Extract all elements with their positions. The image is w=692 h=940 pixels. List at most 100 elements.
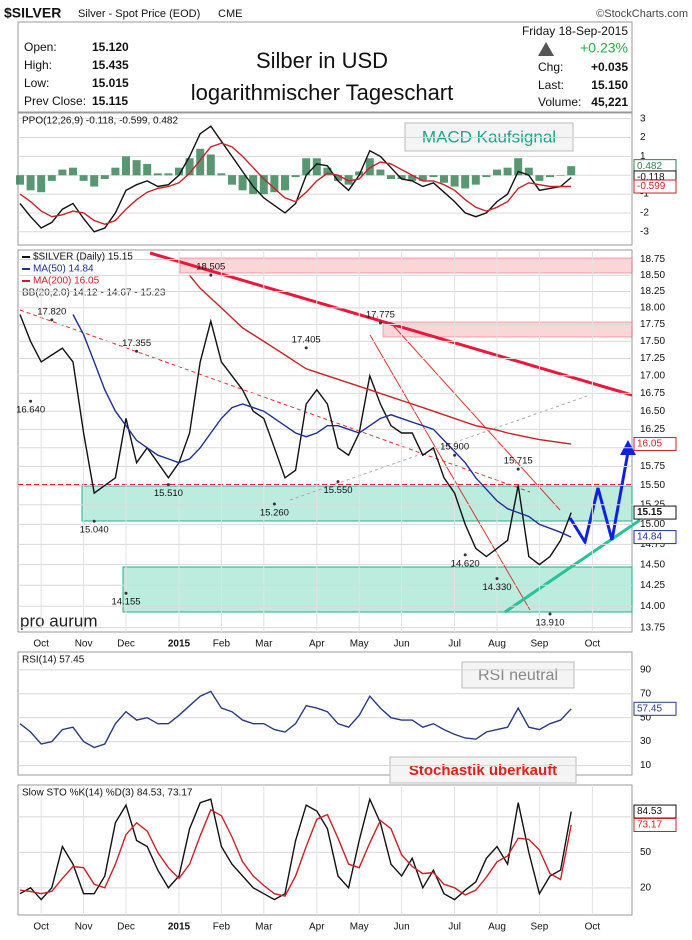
- extreme-point: [29, 399, 33, 403]
- histogram-bar: [16, 175, 24, 185]
- prev-label: Prev Close:: [24, 94, 86, 108]
- header-box: [17, 21, 633, 113]
- series-line: [72, 314, 572, 538]
- date: Friday 18-Sep-2015: [522, 24, 628, 38]
- chg-label: Chg:: [538, 60, 563, 74]
- y-tick-label: 30: [640, 736, 652, 747]
- extreme-label: 14.155: [111, 597, 140, 608]
- y-tick-label: 14.50: [640, 559, 665, 570]
- y-tick-label: 18.00: [640, 303, 665, 314]
- x-tick-label: Nov: [75, 639, 93, 650]
- chg: +0.035: [591, 60, 628, 74]
- x-tick-label: 2015: [168, 639, 191, 650]
- histogram-bar: [90, 175, 99, 187]
- title-line: logarithmischer Tageschart: [191, 80, 454, 105]
- y-tick-label: -3: [640, 226, 649, 237]
- histogram-bar: [556, 175, 565, 176]
- histogram-bar: [450, 175, 459, 187]
- histogram-bar: [281, 175, 289, 191]
- panel-label: RSI(14) 57.45: [22, 655, 85, 666]
- y-tick-label: 14.00: [640, 601, 665, 612]
- x-tick-label: Oct: [33, 639, 49, 650]
- histogram-bar: [546, 175, 554, 178]
- x-tick-label: Jun: [394, 922, 410, 933]
- x-tick-label: Aug: [488, 922, 506, 933]
- x-tick-label: Dec: [117, 639, 135, 650]
- x-tick-label: Apr: [309, 922, 325, 933]
- extreme-point: [453, 453, 457, 457]
- y-tick-label: 10: [640, 760, 652, 771]
- y-tick-label: 17.50: [640, 336, 665, 347]
- histogram-bar: [37, 175, 46, 193]
- last-value-label: 84.53: [637, 806, 662, 817]
- last-value-label: 16.05: [637, 439, 662, 450]
- title-line: Silber in USD: [256, 48, 388, 73]
- bb-label: BB(20,2.0) 14.12 - 14.67 - 15.23: [22, 288, 166, 299]
- histogram-bar: [567, 166, 576, 176]
- volume-label: Volume:: [538, 95, 581, 109]
- histogram-bar: [355, 171, 364, 176]
- extreme-label: 15.900: [440, 442, 469, 453]
- low: 15.015: [92, 76, 129, 90]
- extreme-point: [495, 577, 499, 581]
- y-tick-label: 3: [640, 113, 646, 124]
- histogram-bar: [535, 175, 544, 181]
- support-zone: [81, 485, 633, 522]
- series-line: [19, 314, 572, 566]
- extreme-label: 17.820: [37, 306, 66, 317]
- forecast-path: [568, 451, 630, 546]
- y-tick-label: 17.25: [640, 353, 665, 364]
- extreme-label: 15.260: [260, 507, 289, 518]
- y-tick-label: 70: [640, 688, 652, 699]
- extreme-point: [92, 519, 96, 523]
- logo: pro aurum: [20, 611, 97, 630]
- y-tick-label: 17.75: [640, 319, 665, 330]
- note: Stochastik überkauft: [409, 762, 557, 779]
- resistance-zone: [382, 321, 633, 338]
- histogram-bar: [323, 167, 332, 176]
- y-tick-label: 15.50: [640, 480, 665, 491]
- resistance-zone: [179, 257, 633, 274]
- high: 15.435: [92, 58, 129, 72]
- histogram-bar: [493, 169, 501, 176]
- y-tick-label: -1: [640, 189, 649, 200]
- note-box: [404, 122, 574, 152]
- series-line: [19, 690, 572, 749]
- extreme-label: 17.355: [122, 338, 151, 349]
- note: RSI neutral: [478, 667, 558, 684]
- ppo-panel: [17, 112, 633, 246]
- extreme-point: [272, 502, 276, 506]
- extreme-label: 18.505: [196, 262, 225, 273]
- histogram-bar: [312, 158, 321, 176]
- volume: 45,221: [591, 95, 628, 109]
- histogram-bar: [524, 167, 533, 176]
- y-tick-label: 50: [640, 712, 652, 723]
- extreme-point: [304, 346, 308, 350]
- histogram-bar: [408, 175, 417, 181]
- y-tick-label: 15.25: [640, 499, 665, 510]
- price-panel: [17, 249, 633, 633]
- histogram-bar: [164, 173, 173, 176]
- low-label: Low:: [24, 76, 49, 90]
- x-tick-label: Sep: [531, 922, 549, 933]
- last-label: Last:: [538, 78, 564, 92]
- histogram-bar: [185, 158, 194, 176]
- histogram-bar: [175, 167, 183, 176]
- series-line: [19, 142, 572, 226]
- y-tick-label: 17.00: [640, 370, 665, 381]
- x-tick-label: Oct: [33, 922, 49, 933]
- trend-line: [19, 309, 531, 493]
- exchange: CME: [218, 8, 242, 20]
- series-line: [19, 125, 572, 233]
- extreme-point: [548, 612, 552, 616]
- histogram-bar: [47, 175, 56, 181]
- histogram-bar: [206, 154, 215, 176]
- histogram-bar: [111, 167, 120, 176]
- panel-label: PPO(12,26,9) -0.118, -0.599, 0.482: [22, 116, 178, 127]
- legend-entry: MA(200) 16.05: [33, 276, 100, 287]
- last: 15.150: [591, 78, 628, 92]
- source: ©StockCharts.com: [596, 8, 688, 20]
- histogram-bar: [122, 156, 130, 176]
- histogram-bar: [471, 175, 480, 185]
